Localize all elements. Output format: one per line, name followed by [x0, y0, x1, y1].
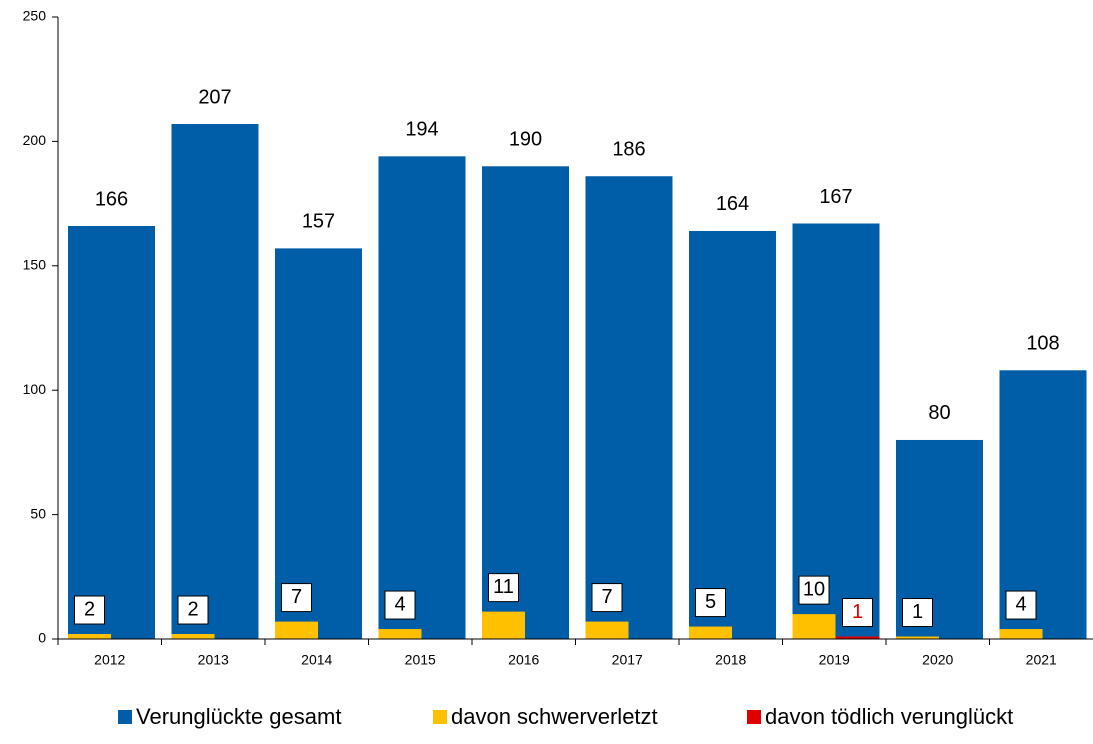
value-label-box [798, 575, 830, 605]
value-label: 80 [928, 402, 950, 424]
bar [68, 225, 155, 639]
bar [689, 230, 776, 639]
value-label-box [488, 573, 519, 603]
value-label: 207 [198, 86, 231, 108]
legend-label: davon tödlich verunglückt [765, 704, 1013, 729]
x-tick-label: 2012 [94, 652, 125, 668]
bar [482, 611, 525, 639]
legend-label: Verunglückte gesamt [136, 704, 341, 729]
value-label-box [74, 595, 105, 625]
bar [275, 621, 318, 639]
y-tick-label: 0 [38, 630, 46, 646]
bar [689, 626, 732, 639]
value-label-box [695, 588, 726, 618]
x-tick-label: 2014 [301, 652, 332, 668]
value-label: 1 [912, 601, 923, 623]
value-label: 11 [493, 576, 514, 598]
value-label: 4 [394, 593, 405, 615]
bar [896, 636, 939, 639]
bar [585, 621, 629, 639]
value-label: 1 [852, 601, 863, 623]
x-tick-label: 2021 [1026, 652, 1057, 668]
bar [275, 248, 362, 639]
value-label-box [591, 583, 623, 613]
x-tick-label: 2019 [819, 652, 850, 668]
value-label: 4 [1015, 593, 1026, 615]
y-tick-label: 250 [23, 8, 47, 24]
bar [792, 223, 880, 639]
value-label-box [1005, 590, 1037, 620]
value-label-box [384, 590, 416, 620]
y-tick-label: 100 [23, 381, 47, 397]
value-label: 166 [95, 188, 128, 210]
value-label: 10 [803, 578, 825, 600]
legend-label: davon schwerverletzt [451, 704, 658, 729]
value-label: 167 [819, 186, 852, 208]
x-tick-label: 2020 [922, 652, 953, 668]
value-label: 2 [84, 598, 95, 620]
value-label: 7 [601, 586, 612, 608]
bar [171, 634, 215, 639]
value-label-box [177, 595, 209, 625]
x-tick-label: 2013 [198, 652, 229, 668]
legend-swatch [747, 710, 761, 724]
x-tick-label: 2017 [612, 652, 643, 668]
value-label: 2 [187, 598, 198, 620]
value-label: 190 [509, 129, 542, 151]
y-tick-label: 200 [23, 132, 47, 148]
value-label-box [842, 598, 873, 628]
y-tick-label: 150 [23, 257, 47, 273]
x-tick-label: 2018 [715, 652, 746, 668]
value-label: 7 [291, 586, 302, 608]
value-label: 5 [705, 591, 716, 613]
legend-swatch [118, 710, 132, 724]
bar [171, 123, 259, 639]
value-label: 164 [716, 193, 749, 215]
bar [378, 156, 466, 639]
value-label-box [902, 598, 933, 628]
bar [378, 629, 422, 639]
bar [792, 614, 836, 639]
value-label: 108 [1026, 333, 1059, 355]
bar [68, 634, 111, 639]
value-label: 157 [302, 211, 335, 233]
value-label: 194 [405, 119, 438, 141]
x-tick-label: 2015 [405, 652, 436, 668]
bar [482, 166, 569, 639]
y-tick-label: 50 [30, 505, 46, 521]
legend-swatch [433, 710, 447, 724]
value-label-box [281, 583, 312, 613]
bar [999, 629, 1043, 639]
value-label: 186 [612, 139, 645, 161]
bar [835, 636, 880, 639]
x-tick-label: 2016 [508, 652, 539, 668]
bar [585, 176, 673, 639]
